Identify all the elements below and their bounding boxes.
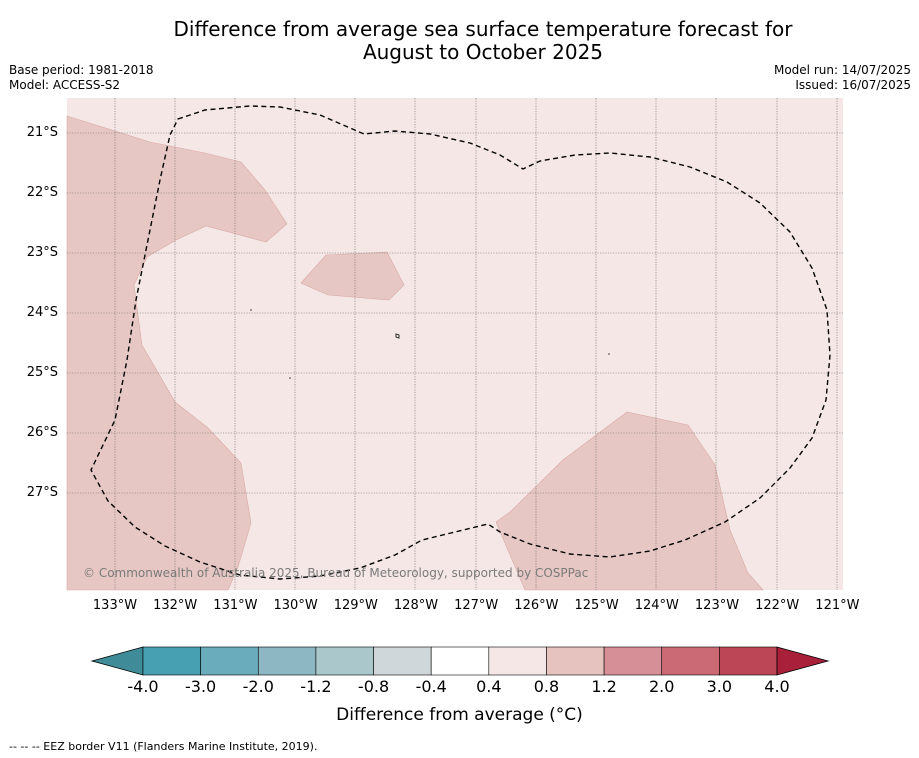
- island-marker: [289, 377, 291, 379]
- colorbar-segment: [719, 646, 778, 676]
- longitude-label: 129°W: [333, 598, 378, 613]
- lat-gridlines: [67, 132, 843, 494]
- chart-title: Difference from average sea surface temp…: [0, 18, 919, 64]
- colorbar-tick-label: -3.0: [185, 677, 217, 696]
- longitude-label: 125°W: [574, 598, 619, 613]
- colorbar-tick-label: -2.0: [242, 677, 274, 696]
- longitude-label: 130°W: [273, 598, 318, 613]
- model-text: Model: ACCESS-S2: [9, 78, 121, 92]
- anomaly-patch-west: [66, 115, 288, 591]
- colorbar-tick-label: 0.4: [476, 677, 502, 696]
- longitude-label: 122°W: [755, 598, 800, 613]
- longitude-label: 133°W: [92, 598, 138, 613]
- colorbar-tick-label: 1.2: [591, 677, 617, 696]
- colorbar-segment: [430, 646, 490, 676]
- base-period-text: Base period: 1981-2018: [9, 63, 154, 77]
- island-marker: [250, 309, 252, 311]
- longitude-label: 126°W: [514, 598, 559, 613]
- colorbar-tick-label: -0.8: [357, 677, 390, 696]
- longitude-label: 128°W: [393, 598, 439, 613]
- eez-border: [90, 105, 831, 580]
- colorbar-segment: [488, 646, 547, 676]
- longitude-label: 127°W: [454, 598, 499, 613]
- model-run-text: Model run: 14/07/2025: [773, 63, 911, 77]
- colorbar-extend-low: [90, 646, 144, 676]
- colorbar-tick-label: -0.4: [415, 677, 447, 696]
- colorbar-tick-label: 4.0: [764, 677, 790, 696]
- anomaly-patch-southeast: [495, 411, 764, 591]
- colorbar-segment: [546, 646, 605, 676]
- longitude-label: 121°W: [815, 598, 860, 613]
- latitude-label: 24°S: [26, 305, 58, 320]
- latitude-label: 21°S: [26, 125, 58, 140]
- anomaly-patch-central: [300, 251, 405, 301]
- longitude-label: 123°W: [694, 598, 740, 613]
- colorbar-tick-label: 2.0: [648, 677, 675, 696]
- colorbar-tick-label: -4.0: [127, 677, 159, 696]
- latitude-label: 26°S: [26, 425, 58, 440]
- colorbar-segment: [200, 646, 259, 676]
- colorbar-segment: [373, 646, 432, 676]
- colorbar-segment: [257, 646, 317, 676]
- latitude-label: 25°S: [26, 365, 58, 380]
- colorbar-label: Difference from average (°C): [336, 705, 583, 725]
- colorbar: [90, 646, 830, 676]
- colorbar-tick-label: -1.2: [300, 677, 332, 696]
- longitude-label: 132°W: [153, 598, 198, 613]
- island-marker: [608, 353, 610, 355]
- colorbar-tick-label: 0.8: [533, 677, 560, 696]
- title-line-2: August to October 2025: [362, 40, 604, 64]
- longitude-label: 124°W: [634, 598, 679, 613]
- metadata-left: Base period: 1981-2018 Model: ACCESS-S2: [9, 63, 154, 93]
- metadata-right: Model run: 14/07/2025 Issued: 16/07/2025: [774, 63, 911, 93]
- colorbar-segment: [603, 646, 663, 676]
- colorbar-tick-label: 3.0: [706, 677, 733, 696]
- latitude-label: 27°S: [26, 485, 58, 500]
- colorbar-extend-high: [776, 646, 830, 676]
- eez-footnote: -- -- -- EEZ border V11 (Flanders Marine…: [9, 740, 318, 753]
- latitude-label: 23°S: [26, 245, 58, 260]
- issued-text: Issued: 16/07/2025: [795, 78, 911, 92]
- title-line-1: Difference from average sea surface temp…: [173, 17, 793, 41]
- colorbar-segment: [315, 646, 374, 676]
- colorbar-segment: [142, 646, 201, 676]
- island-marker: [395, 333, 400, 339]
- colorbar-segment: [661, 646, 720, 676]
- latitude-label: 22°S: [26, 185, 58, 200]
- longitude-label: 131°W: [213, 598, 258, 613]
- copyright-text: © Commonwealth of Australia 2025, Bureau…: [83, 566, 589, 580]
